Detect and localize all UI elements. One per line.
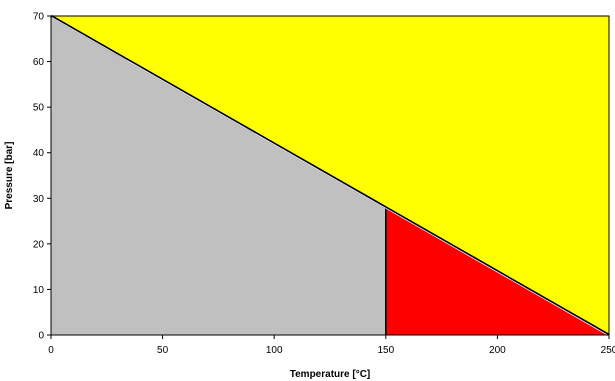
x-tick-label: 50	[157, 345, 169, 356]
x-axis-title: Temperature [°C]	[290, 369, 371, 380]
x-tick-label: 250	[601, 345, 615, 356]
y-tick-label: 20	[33, 239, 45, 250]
y-axis-title: Pressure [bar]	[4, 142, 15, 210]
y-tick-label: 40	[33, 148, 45, 159]
boundary-highlight	[51, 17, 611, 337]
x-tick-label: 0	[48, 345, 54, 356]
plot-frame	[50, 15, 610, 336]
region-gray	[51, 16, 386, 335]
y-axis: 0 10 20 30 40 50 60 70	[33, 12, 51, 342]
x-axis: 0 50 100 150 200 250	[48, 335, 615, 356]
boundary-line	[50, 14, 610, 337]
x-tick-label: 200	[489, 345, 506, 356]
y-tick-label: 50	[33, 103, 45, 114]
chart-lines	[50, 14, 611, 337]
x-tick-label: 100	[266, 345, 283, 356]
y-tick-label: 60	[33, 57, 45, 68]
y-tick-label: 0	[38, 331, 44, 342]
y-tick-label: 10	[33, 285, 45, 296]
x-tick-label: 150	[377, 345, 394, 356]
y-tick-label: 70	[33, 12, 45, 23]
y-tick-label: 30	[33, 194, 45, 205]
